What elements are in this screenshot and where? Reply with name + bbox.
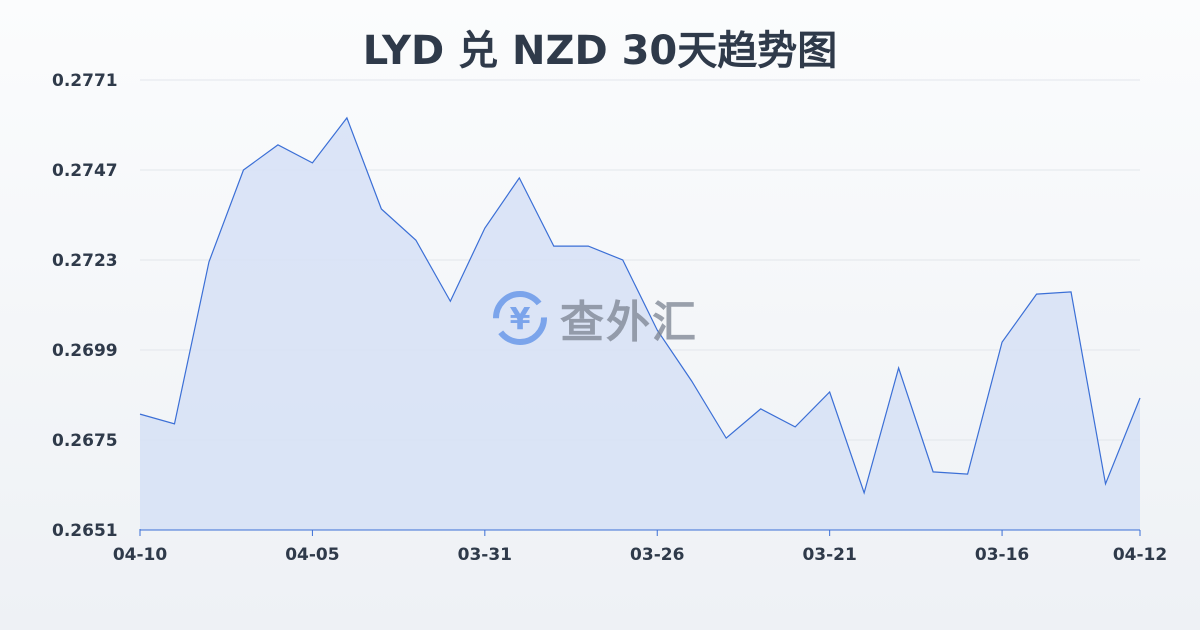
y-tick-label: 0.2723 <box>52 251 118 271</box>
x-tick-label: 03-31 <box>458 545 512 565</box>
x-tick-label: 04-05 <box>285 545 339 565</box>
x-tick-label: 03-26 <box>630 545 684 565</box>
y-tick-label: 0.2675 <box>52 431 118 451</box>
x-tick-label: 04-12 <box>1113 545 1167 565</box>
watermark-text: 查外汇 <box>560 297 698 348</box>
y-tick-label: 0.2771 <box>52 71 118 91</box>
y-tick-label: 0.2699 <box>52 341 118 361</box>
area-fill <box>140 117 1140 530</box>
y-tick-label: 0.2747 <box>52 161 118 181</box>
x-tick-label: 03-21 <box>802 545 856 565</box>
x-tick-label: 04-10 <box>113 545 168 565</box>
svg-text:¥: ¥ <box>510 302 531 337</box>
yen-exchange-icon: ¥ <box>493 291 547 345</box>
chart-title: LYD 兑 NZD 30天趋势图 <box>362 28 838 74</box>
series-line <box>139 116 1141 495</box>
watermark: ¥ 查外汇 <box>490 286 698 350</box>
y-tick-label: 0.2651 <box>52 521 118 541</box>
x-tick-label: 03-16 <box>975 545 1029 565</box>
